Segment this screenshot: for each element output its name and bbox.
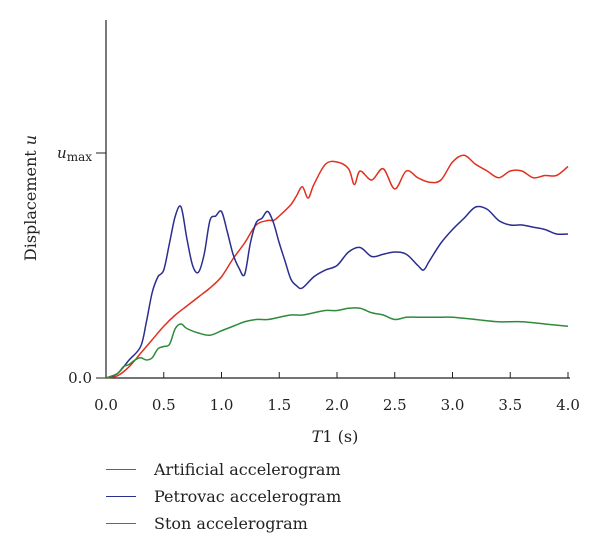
x-tick-label: 4.0 [556, 396, 580, 414]
legend-label-ston: Ston accelerogram [154, 514, 308, 533]
series-line-0 [105, 154, 569, 379]
x-tick-label: 1.0 [210, 396, 234, 414]
y-tick-label: umax [57, 144, 92, 164]
x-tick-label: 2.0 [325, 396, 349, 414]
axes: 0.0 0.5 1.0 1.5 2.0 2.5 3.0 3.5 4.0 0.0 umax [57, 20, 580, 414]
x-tick-label: 0.0 [94, 396, 118, 414]
x-tick-label: 3.0 [441, 396, 465, 414]
x-tick-label: 3.5 [498, 396, 522, 414]
legend-label-artificial: Artificial accelerogram [154, 460, 341, 479]
x-axis-title: T1 (s) [312, 427, 359, 446]
legend-item-ston: Ston accelerogram [106, 510, 341, 537]
legend: Artificial accelerogram Petrovac acceler… [106, 456, 341, 537]
axis-labels: T1 (s) Displacement u [21, 135, 358, 446]
legend-swatch-artificial [106, 469, 136, 470]
legend-swatch-petrovac [106, 496, 136, 497]
x-tick-label: 1.5 [267, 396, 291, 414]
legend-item-artificial: Artificial accelerogram [106, 456, 341, 483]
legend-label-petrovac: Petrovac accelerogram [154, 487, 342, 506]
x-tick-label: 0.5 [152, 396, 176, 414]
series-line-2 [105, 307, 569, 379]
x-tick-label: 2.5 [383, 396, 407, 414]
y-tick-label: 0.0 [68, 369, 92, 387]
legend-item-petrovac: Petrovac accelerogram [106, 483, 341, 510]
y-axis-title: Displacement u [21, 135, 40, 261]
series-line-1 [105, 205, 569, 379]
legend-swatch-ston [106, 523, 136, 524]
series-lines [105, 154, 569, 379]
